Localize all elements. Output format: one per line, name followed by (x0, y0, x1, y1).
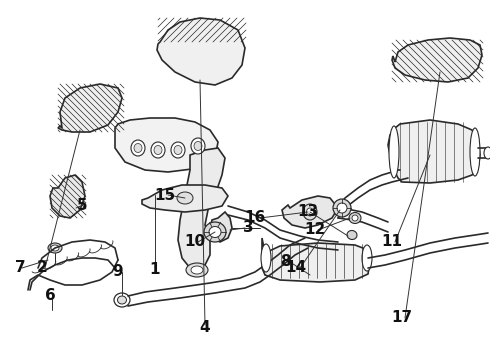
Ellipse shape (389, 126, 399, 178)
Ellipse shape (154, 145, 162, 154)
Ellipse shape (48, 243, 62, 253)
Ellipse shape (118, 296, 126, 304)
Ellipse shape (333, 199, 351, 217)
Text: 12: 12 (304, 222, 326, 238)
Ellipse shape (131, 140, 145, 156)
Ellipse shape (114, 293, 130, 307)
Ellipse shape (171, 142, 185, 158)
Ellipse shape (484, 147, 490, 159)
Polygon shape (50, 175, 85, 218)
Ellipse shape (349, 212, 361, 224)
Text: 9: 9 (113, 265, 123, 279)
Polygon shape (392, 38, 482, 82)
Text: 10: 10 (184, 234, 206, 249)
Text: 4: 4 (200, 320, 210, 336)
Ellipse shape (191, 138, 205, 154)
Text: 17: 17 (392, 310, 413, 325)
Polygon shape (157, 18, 245, 85)
Ellipse shape (347, 230, 357, 239)
Ellipse shape (151, 142, 165, 158)
Polygon shape (262, 238, 370, 282)
Polygon shape (178, 148, 225, 270)
Text: 1: 1 (150, 262, 160, 278)
Text: 8: 8 (280, 255, 290, 270)
Ellipse shape (186, 263, 208, 277)
Ellipse shape (134, 144, 142, 153)
Text: 7: 7 (15, 261, 25, 275)
Ellipse shape (51, 245, 59, 251)
Text: 14: 14 (286, 261, 307, 275)
Ellipse shape (303, 204, 317, 220)
Ellipse shape (209, 226, 221, 238)
Polygon shape (115, 118, 218, 172)
Text: 6: 6 (45, 288, 55, 302)
Text: 3: 3 (243, 220, 253, 235)
Ellipse shape (337, 203, 347, 213)
Polygon shape (58, 84, 122, 132)
Text: 11: 11 (382, 234, 402, 249)
Ellipse shape (194, 141, 202, 150)
Ellipse shape (204, 222, 226, 242)
Ellipse shape (177, 192, 193, 204)
Polygon shape (210, 212, 232, 242)
Ellipse shape (307, 208, 314, 216)
Polygon shape (388, 120, 480, 183)
Text: 2: 2 (37, 261, 48, 275)
Text: 16: 16 (245, 211, 266, 225)
Ellipse shape (362, 245, 372, 271)
Text: 5: 5 (77, 198, 87, 212)
Polygon shape (142, 185, 228, 212)
Ellipse shape (470, 128, 480, 176)
Ellipse shape (261, 244, 271, 272)
Ellipse shape (174, 145, 182, 154)
Polygon shape (282, 196, 338, 228)
Ellipse shape (352, 215, 358, 221)
Ellipse shape (191, 266, 203, 274)
Text: 13: 13 (297, 204, 318, 220)
Text: 15: 15 (154, 188, 175, 202)
